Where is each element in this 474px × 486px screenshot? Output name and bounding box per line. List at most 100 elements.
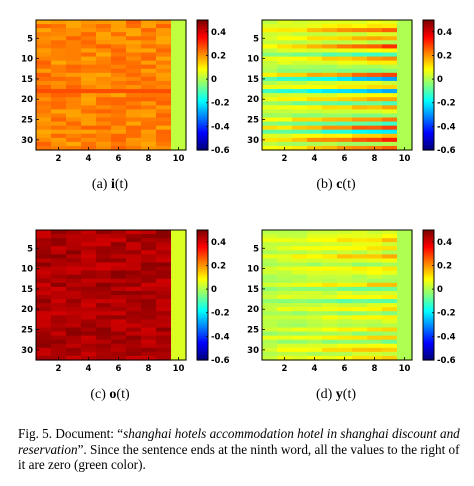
colorbar-segment xyxy=(197,357,208,361)
heatmap-cell xyxy=(382,331,398,337)
heatmap-cell xyxy=(111,250,127,255)
heatmap-cell xyxy=(111,246,127,251)
heatmap-cell xyxy=(51,40,67,45)
heatmap-cell xyxy=(126,327,142,333)
heatmap-cell xyxy=(397,262,413,268)
heatmap-cell xyxy=(126,68,142,74)
y-tick-label: 10 xyxy=(21,265,33,275)
heatmap-cell xyxy=(171,76,187,82)
heatmap-cell xyxy=(397,299,413,304)
heatmap-cell xyxy=(171,80,187,86)
heatmap-cell xyxy=(352,72,368,78)
heatmap-cell xyxy=(51,286,67,292)
heatmap-cell xyxy=(96,113,112,119)
heatmap-cell xyxy=(262,327,278,333)
heatmap-cell xyxy=(81,327,97,333)
heatmap-cell xyxy=(307,68,323,74)
heatmap-cell xyxy=(171,250,187,255)
heatmap-cell xyxy=(66,343,82,349)
heatmap-cell xyxy=(307,238,323,243)
x-tick-label: 8 xyxy=(372,364,378,374)
heatmap-cell xyxy=(36,343,52,349)
heatmap-cell xyxy=(141,343,157,349)
heatmap-cell xyxy=(337,101,353,106)
heatmap-cell xyxy=(277,327,293,333)
heatmap-cell xyxy=(322,60,338,66)
heatmap-cell xyxy=(292,250,308,255)
heatmap-cell xyxy=(171,68,187,74)
heatmap-cell xyxy=(156,299,172,304)
heatmap-cell xyxy=(81,28,97,33)
colorbar-segment xyxy=(423,244,434,247)
heatmap-cell xyxy=(307,24,323,29)
heatmap-cell xyxy=(51,109,67,115)
heatmap-cell xyxy=(96,262,112,268)
heatmap-cell xyxy=(337,80,353,86)
heatmap-cell xyxy=(36,286,52,292)
heatmap-cell xyxy=(292,56,308,62)
colorbar-segment xyxy=(423,272,434,276)
heatmap-cell xyxy=(277,266,293,272)
heatmap-cell xyxy=(171,52,187,58)
colorbar-segment xyxy=(423,74,434,78)
heatmap-cell xyxy=(36,250,52,255)
x-tick-label: 6 xyxy=(342,154,348,164)
heatmap-cell xyxy=(262,129,278,135)
heatmap-cell xyxy=(141,40,157,45)
heatmap-cell xyxy=(156,64,172,70)
heatmap-cell xyxy=(51,60,67,66)
heatmap-cell xyxy=(156,133,172,139)
heatmap-cell xyxy=(262,56,278,62)
heatmap-cell xyxy=(171,101,187,106)
heatmap-cell xyxy=(367,109,383,115)
heatmap-cell xyxy=(277,28,293,33)
heatmap-cell xyxy=(337,335,353,341)
colorbar-segment xyxy=(197,295,208,298)
heatmap-cell xyxy=(156,44,172,50)
heatmap-cell xyxy=(277,331,293,337)
heatmap-cell xyxy=(337,117,353,123)
colorbar-tick-label: 0.4 xyxy=(211,238,226,248)
heatmap-cell xyxy=(51,121,67,127)
heatmap-cell xyxy=(367,40,383,45)
colorbar-tick-label: -0.6 xyxy=(211,356,230,366)
heatmap-cell xyxy=(337,64,353,70)
colorbar-segment xyxy=(197,244,208,247)
colorbar-segment xyxy=(197,137,208,141)
colorbar-segment xyxy=(423,303,434,306)
heatmap-cell xyxy=(367,137,383,143)
heatmap-panel-1: 2 4 6 8 10510152025300.40.20-0.2-0.4-0.6(a) … xyxy=(21,19,230,192)
heatmap-cell xyxy=(171,246,187,251)
colorbar-segment xyxy=(197,87,208,90)
heatmap-cell xyxy=(81,315,97,320)
colorbar-tick-label: -0.6 xyxy=(211,146,230,156)
heatmap-cell xyxy=(36,52,52,58)
heatmap-cell xyxy=(51,335,67,341)
heatmap-cell xyxy=(66,76,82,82)
heatmap-cell xyxy=(171,117,187,123)
heatmap-cell xyxy=(322,64,338,70)
heatmap-cell xyxy=(262,238,278,243)
heatmap-cell xyxy=(367,323,383,329)
colorbar-segment xyxy=(197,230,208,233)
heatmap-cell xyxy=(81,299,97,304)
colorbar-segment xyxy=(423,48,434,52)
subplot-label: (d) xyxy=(316,387,336,402)
heatmap-cell xyxy=(171,40,187,45)
heatmap-cell xyxy=(81,258,97,264)
heatmap-cell xyxy=(337,32,353,37)
heatmap-cell xyxy=(292,76,308,82)
heatmap-cell xyxy=(352,327,368,333)
heatmap-cell xyxy=(322,121,338,127)
heatmap-cell xyxy=(81,323,97,329)
heatmap-cell xyxy=(126,109,142,115)
heatmap-cell xyxy=(156,278,172,284)
heatmap-cell xyxy=(111,121,127,127)
heatmap-cell xyxy=(337,250,353,255)
heatmap-cell xyxy=(141,125,157,131)
heatmap-cell xyxy=(81,93,97,98)
colorbar-segment xyxy=(197,38,208,41)
x-tick-label: 10 xyxy=(399,364,411,374)
heatmap-cell xyxy=(171,72,187,78)
heatmap-cell xyxy=(66,89,82,94)
